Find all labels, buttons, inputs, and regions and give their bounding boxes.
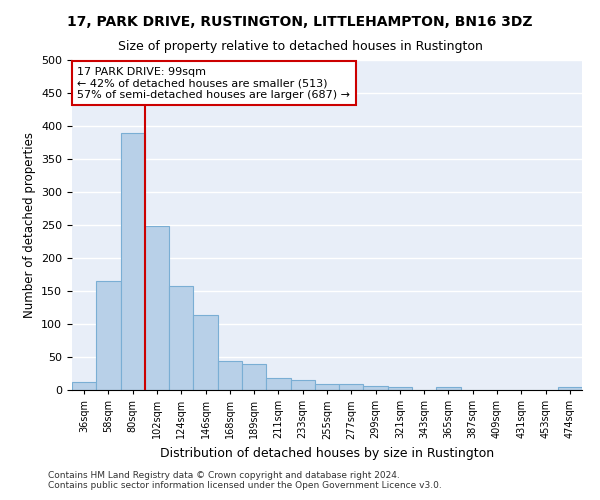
Bar: [558, 388, 582, 390]
X-axis label: Distribution of detached houses by size in Rustington: Distribution of detached houses by size …: [160, 447, 494, 460]
Text: 17, PARK DRIVE, RUSTINGTON, LITTLEHAMPTON, BN16 3DZ: 17, PARK DRIVE, RUSTINGTON, LITTLEHAMPTO…: [67, 15, 533, 29]
Text: Size of property relative to detached houses in Rustington: Size of property relative to detached ho…: [118, 40, 482, 53]
Bar: [169, 286, 193, 390]
Bar: [72, 382, 96, 390]
Bar: [364, 386, 388, 390]
Bar: [266, 378, 290, 390]
Bar: [436, 388, 461, 390]
Bar: [339, 384, 364, 390]
Bar: [388, 388, 412, 390]
Bar: [96, 281, 121, 390]
Bar: [290, 380, 315, 390]
Bar: [315, 384, 339, 390]
Bar: [193, 316, 218, 390]
Text: 17 PARK DRIVE: 99sqm
← 42% of detached houses are smaller (513)
57% of semi-deta: 17 PARK DRIVE: 99sqm ← 42% of detached h…: [77, 66, 350, 100]
Bar: [218, 361, 242, 390]
Bar: [121, 132, 145, 390]
Y-axis label: Number of detached properties: Number of detached properties: [23, 132, 35, 318]
Bar: [145, 226, 169, 390]
Text: Contains HM Land Registry data © Crown copyright and database right 2024.
Contai: Contains HM Land Registry data © Crown c…: [48, 470, 442, 490]
Bar: [242, 364, 266, 390]
